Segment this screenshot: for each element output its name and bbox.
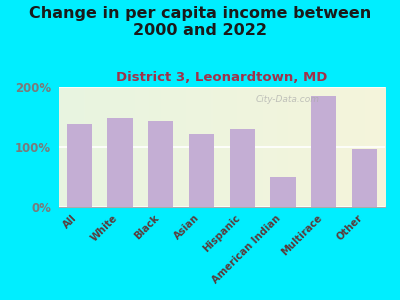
Bar [311, 96, 336, 206]
Bar [66, 124, 92, 206]
Bar [107, 118, 132, 206]
Bar [230, 129, 255, 206]
Bar [189, 134, 214, 206]
Title: District 3, Leonardtown, MD: District 3, Leonardtown, MD [116, 71, 328, 84]
Bar [148, 121, 173, 206]
Bar [352, 148, 377, 206]
Bar [270, 177, 296, 206]
Text: Change in per capita income between
2000 and 2022: Change in per capita income between 2000… [29, 6, 371, 38]
Text: City-Data.com: City-Data.com [255, 95, 319, 104]
